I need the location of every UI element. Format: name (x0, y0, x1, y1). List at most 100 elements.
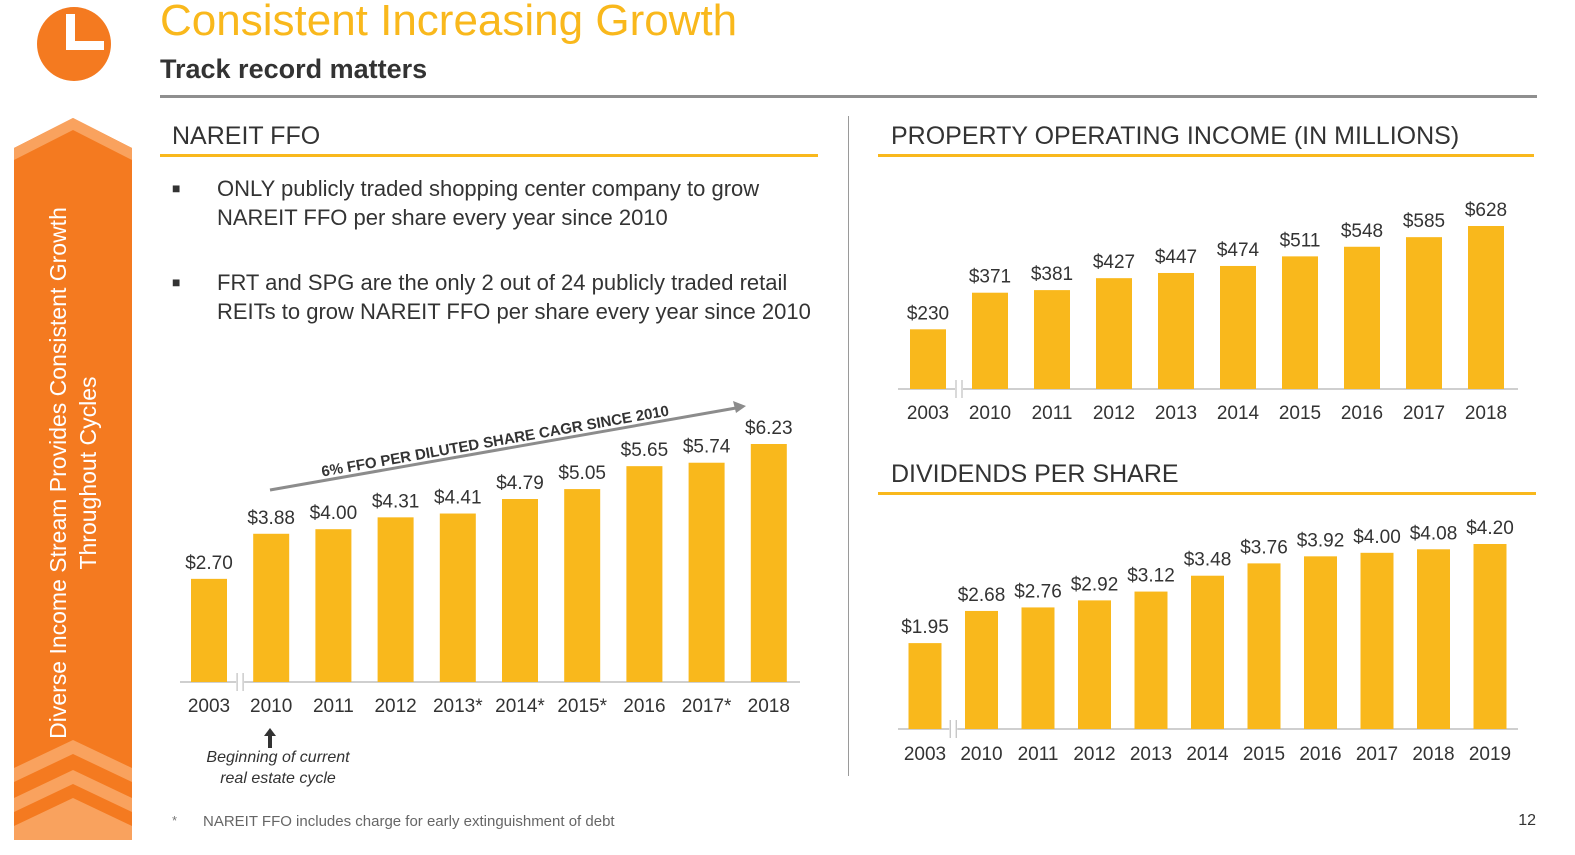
poi-category-label: 2018 (1465, 403, 1507, 424)
ffo-bar (191, 578, 227, 682)
dps-category-label: 2018 (1412, 744, 1454, 765)
cycle-note: Beginning of current real estate cycle (180, 747, 376, 789)
poi-category-label: 2013 (1155, 403, 1197, 424)
poi-bar (1282, 256, 1318, 389)
ffo-value-label: $2.70 (185, 553, 233, 574)
ffo-category-label: 2011 (313, 696, 354, 717)
poi-bar (1220, 265, 1256, 389)
dps-category-label: 2015 (1243, 744, 1285, 765)
ffo-value-label: $5.05 (558, 463, 606, 484)
poi-category-label: 2012 (1093, 403, 1135, 424)
dps-value-label: $3.12 (1127, 566, 1175, 587)
poi-value-label: $427 (1093, 252, 1135, 273)
ffo-category-label: 2012 (374, 696, 416, 717)
dps-bar (1078, 600, 1111, 729)
poi-value-label: $585 (1403, 211, 1445, 232)
ffo-category-label: 2010 (250, 696, 292, 717)
dps-value-label: $3.76 (1240, 537, 1288, 558)
ffo-value-label: $6.23 (745, 418, 793, 439)
dps-bar (1134, 591, 1168, 729)
ffo-bars: $2.70 2003 $3.88 2010 $4.00 2011 $4.31 2012 $4.4… (180, 418, 800, 717)
ffo-value-label: $4.00 (310, 503, 358, 524)
poi-category-label: 2014 (1217, 403, 1260, 424)
ffo-bar (439, 513, 476, 682)
ffo-bullet-1-text: ONLY publicly traded shopping center com… (217, 176, 760, 230)
dps-bar (1360, 552, 1394, 729)
dps-value-label: $3.48 (1184, 550, 1232, 571)
poi-bar (972, 292, 1008, 389)
poi-section-title: PROPERTY OPERATING INCOME (IN MILLIONS) (891, 122, 1460, 150)
dps-category-label: 2017 (1356, 744, 1398, 765)
dps-category-label: 2003 (904, 744, 946, 765)
ffo-bar (502, 499, 538, 682)
dps-bar (1191, 575, 1224, 729)
poi-axis-break-gap (955, 380, 963, 398)
poi-category-label: 2017 (1403, 403, 1445, 424)
ffo-category-label: 2014* (495, 696, 545, 717)
poi-bar (1096, 278, 1132, 389)
trend-arrow-line (269, 406, 737, 492)
ffo-bar (377, 517, 414, 682)
dps-bar (965, 610, 998, 729)
ffo-value-label: $4.31 (372, 491, 420, 512)
ffo-axis-break (236, 673, 245, 691)
ffo-category-label: 2016 (623, 696, 665, 717)
poi-bars: $230 2003 $371 2010 $381 2011 $427 2012 $447 2013… (898, 200, 1518, 424)
dps-section-title: DIVIDENDS PER SHARE (891, 460, 1179, 488)
page-subtitle: Track record matters (160, 54, 428, 84)
poi-value-label: $548 (1341, 221, 1383, 242)
poi-category-label: 2016 (1341, 403, 1383, 424)
column-divider (848, 116, 849, 776)
ffo-value-label: $5.65 (621, 440, 669, 461)
poi-bar (1158, 272, 1194, 389)
ffo-axis-break-gap (236, 673, 245, 691)
ffo-bar (315, 529, 352, 682)
trend-arrowhead-icon (733, 401, 746, 413)
dps-value-label: $2.92 (1071, 574, 1119, 595)
dps-category-label: 2019 (1469, 744, 1511, 765)
poi-value-label: $230 (907, 303, 949, 324)
ffo-category-label: 2015* (557, 696, 607, 717)
poi-value-label: $474 (1217, 240, 1260, 261)
dps-category-label: 2010 (960, 744, 1002, 765)
dps-bar (1473, 544, 1507, 729)
dps-bar (1417, 549, 1450, 729)
cycle-note-line2: real estate cycle (220, 770, 336, 787)
poi-bar (1034, 290, 1070, 389)
dps-category-label: 2012 (1073, 744, 1115, 765)
poi-axis-break (955, 380, 963, 398)
ffo-value-label: $5.74 (683, 437, 731, 458)
ffo-bar (564, 489, 601, 682)
poi-bar (1344, 246, 1380, 389)
ffo-category-label: 2018 (748, 696, 790, 717)
dps-bar (908, 643, 942, 729)
ffo-section-title: NAREIT FFO (172, 122, 321, 150)
bullet-square-icon: ■ (172, 180, 181, 196)
cycle-note-line1: Beginning of current (206, 749, 350, 766)
poi-value-label: $381 (1031, 264, 1073, 285)
dps-bars: $1.95 2003 $2.68 2010 $2.76 2011 $2.92 2012 $3.1… (898, 518, 1518, 765)
ffo-category-label: 2013* (433, 696, 483, 717)
ffo-value-label: $4.41 (434, 488, 482, 509)
poi-bar (1406, 237, 1442, 389)
ffo-bar (626, 466, 663, 682)
poi-value-label: $447 (1155, 247, 1197, 268)
poi-section-rule (878, 154, 1534, 157)
dps-axis-break-gap (949, 720, 958, 738)
ffo-bullet-1: ■ ONLY publicly traded shopping center c… (172, 174, 812, 234)
ffo-value-label: $4.79 (496, 473, 544, 494)
dps-value-label: $4.20 (1466, 518, 1514, 539)
poi-category-label: 2003 (907, 403, 949, 424)
side-banner (14, 118, 132, 840)
dps-value-label: $4.08 (1410, 523, 1458, 544)
poi-category-label: 2011 (1032, 403, 1073, 424)
dps-bar (1247, 563, 1281, 729)
poi-bar (1468, 226, 1504, 389)
dps-category-label: 2013 (1130, 744, 1172, 765)
ffo-category-label: 2003 (188, 696, 230, 717)
dps-value-label: $4.00 (1353, 527, 1401, 548)
footnote: NAREIT FFO includes charge for early ext… (203, 813, 615, 830)
poi-bar (910, 329, 946, 389)
ffo-chart: 6% FFO PER DILUTED SHARE CAGR SINCE 2010… (180, 401, 800, 717)
poi-category-label: 2015 (1279, 403, 1321, 424)
